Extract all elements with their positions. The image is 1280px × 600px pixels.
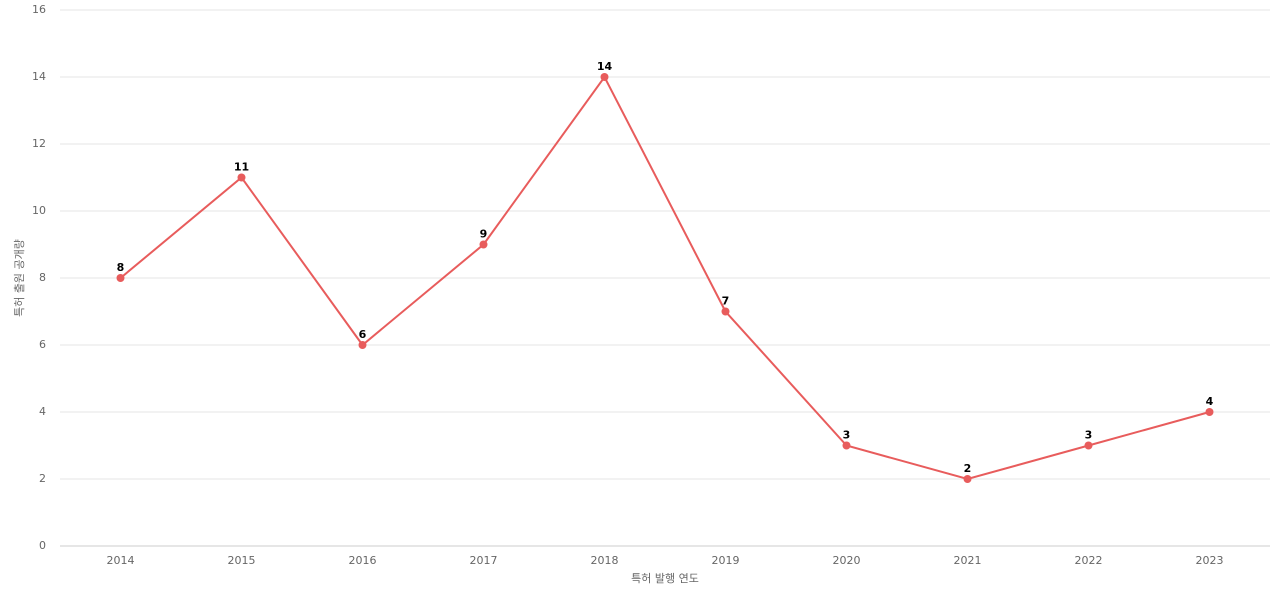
- value-label: 9: [480, 228, 488, 241]
- y-tick-label: 14: [32, 70, 46, 83]
- y-tick-label: 2: [39, 472, 46, 485]
- x-tick-label: 2023: [1196, 554, 1224, 567]
- point: [963, 475, 972, 483]
- point: [1084, 441, 1093, 450]
- x-tick-label: 2014: [107, 554, 135, 567]
- value-label: 14: [597, 60, 613, 73]
- value-label: 3: [1085, 429, 1093, 442]
- point: [1205, 408, 1214, 416]
- y-tick-label: 8: [39, 271, 46, 284]
- point: [479, 240, 488, 249]
- x-tick-label: 2015: [228, 554, 256, 567]
- point: [237, 173, 246, 182]
- value-label: 3: [843, 429, 851, 442]
- value-label: 6: [359, 328, 367, 341]
- y-tick-label: 16: [32, 3, 46, 16]
- y-tick-label: 6: [39, 338, 46, 351]
- point: [842, 441, 851, 450]
- value-label: 11: [234, 161, 249, 174]
- point: [721, 307, 730, 316]
- value-label: 7: [722, 295, 730, 308]
- y-tick-label: 0: [39, 539, 46, 552]
- point: [600, 73, 609, 81]
- x-tick-label: 2017: [470, 554, 498, 567]
- y-tick-label: 12: [32, 137, 46, 150]
- x-tick-label: 2019: [712, 554, 740, 567]
- x-tick-label: 2018: [591, 554, 619, 567]
- value-label: 2: [964, 462, 972, 475]
- line: [119, 75, 1210, 481]
- x-tick-label: 2020: [833, 554, 861, 567]
- value-label: 4: [1206, 395, 1214, 408]
- y-tick-label: 4: [39, 405, 46, 418]
- x-tick-label: 2021: [954, 554, 982, 567]
- point: [116, 274, 125, 282]
- point: [358, 341, 367, 349]
- x-axis-label: 특허 발행 연도: [631, 572, 699, 585]
- value-label: 8: [117, 261, 125, 274]
- x-tick-label: 2016: [349, 554, 377, 567]
- x-tick-label: 2022: [1075, 554, 1103, 567]
- y-axis-label: 특허 출원 공개량: [13, 239, 26, 317]
- y-tick-label: 10: [32, 204, 46, 217]
